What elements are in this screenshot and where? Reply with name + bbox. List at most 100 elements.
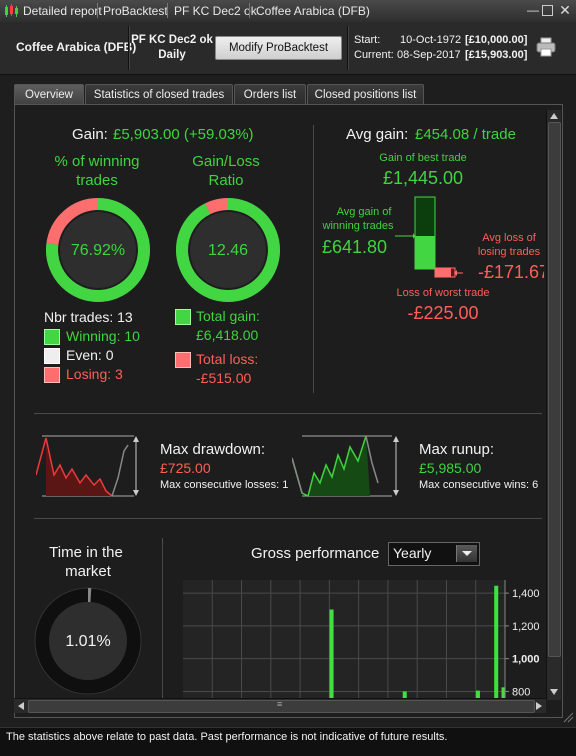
gross-performance-bar[interactable] <box>494 585 499 698</box>
gross-performance-label: Gross performance <box>251 545 380 562</box>
time-in-market-donut <box>34 587 142 695</box>
time-in-market-value: 1.01% <box>65 633 111 650</box>
y-tick-label: 1,000 <box>512 654 540 666</box>
max-drawdown-label: Max drawdown: <box>160 441 266 458</box>
winning-pct-title-2: trades <box>76 172 118 189</box>
max-runup-value: £5,985.00 <box>419 460 482 476</box>
separator-2 <box>34 518 542 519</box>
time-in-market-title-2: market <box>65 563 111 580</box>
y-tick-label: 800 <box>512 686 530 698</box>
section-divider <box>313 125 314 393</box>
chart-plot-area <box>183 580 505 698</box>
gain-loss-value: 12.46 <box>207 242 249 259</box>
best-trade-label: Gain of best trade <box>379 152 467 164</box>
gain-loss-title-2: Ratio <box>208 172 244 189</box>
total-loss-swatch <box>175 352 191 368</box>
instrument-name: Coffee Arabica (DFB) <box>16 40 137 54</box>
nbr-trades: Nbr trades: 13 <box>44 309 133 325</box>
gross-performance-bar[interactable] <box>501 687 506 698</box>
winning-pct-value: 76.92% <box>70 242 126 259</box>
y-tick-label: 1,400 <box>512 588 540 600</box>
avg-win-value: £641.80 <box>322 237 388 257</box>
avg-gain-label: Avg gain: <box>346 126 409 143</box>
avg-win-label-2: winning trades <box>322 220 394 232</box>
gain-loss-title: Gain/Loss <box>192 153 260 170</box>
candlestick-icon <box>5 4 18 17</box>
disclaimer-text: The statistics above relate to past data… <box>6 731 448 743</box>
separator-1 <box>34 413 542 414</box>
losing-count: Losing: 3 <box>66 366 123 382</box>
start-date: 10-Oct-1972 <box>400 34 462 46</box>
bottom-divider <box>162 538 163 698</box>
breadcrumb-probacktest[interactable]: ProBacktest <box>103 4 168 18</box>
max-runup-label: Max runup: <box>419 441 495 458</box>
total-loss-label: Total loss: <box>196 351 259 367</box>
chevron-down-icon[interactable] <box>456 545 477 562</box>
gain-label: Gain: <box>72 126 108 143</box>
avg-loss-clip: -£171.67 <box>478 262 544 286</box>
max-consecutive-wins: Max consecutive wins: 6 <box>419 479 539 491</box>
y-tick-label: 1,200 <box>512 621 540 633</box>
winning-pct-donut <box>46 198 150 302</box>
gain-loss-donut <box>176 198 280 302</box>
horizontal-scroll-thumb[interactable]: ≡ <box>28 699 535 713</box>
runup-chart <box>292 435 399 498</box>
winning-count: Winning: 10 <box>66 328 140 344</box>
losing-legend-swatch <box>44 367 60 383</box>
worst-trade-value: -£225.00 <box>407 303 479 323</box>
horizontal-scrollbar[interactable]: ≡ <box>14 698 546 713</box>
even-count: Even: 0 <box>66 347 114 363</box>
max-drawdown-value: £725.00 <box>160 460 211 476</box>
tab-overview[interactable]: Overview <box>14 84 84 106</box>
breadcrumb-system[interactable]: PF KC Dec2 ok <box>174 4 257 18</box>
footer-bar: The statistics above relate to past data… <box>0 727 576 756</box>
gross-performance-bar[interactable] <box>475 690 480 698</box>
breadcrumb-detailed-report[interactable]: Detailed report <box>23 4 102 18</box>
report-header: Coffee Arabica (DFB) PF KC Dec2 ok Daily… <box>0 22 576 75</box>
title-bar: Detailed report ProBacktest PF KC Dec2 o… <box>0 0 576 23</box>
tab-orders-list[interactable]: Orders list <box>234 84 306 105</box>
start-label: Start: <box>354 34 381 46</box>
gross-performance-chart: 1,400 1,200 1,000 800 <box>183 580 540 699</box>
time-in-market-title: Time in the <box>49 544 123 561</box>
tab-closed-positions-list[interactable]: Closed positions list <box>307 84 424 105</box>
best-trade-value: £1,445.00 <box>382 168 464 188</box>
avg-gain-value: £454.08 / trade <box>415 126 516 143</box>
vertical-scrollbar[interactable] <box>546 110 561 700</box>
gross-performance-bar[interactable] <box>329 609 334 699</box>
gross-performance-bar[interactable] <box>402 691 407 698</box>
avg-loss-label-2: losing trades <box>477 246 541 258</box>
total-gain-value: £6,418.00 <box>196 327 259 343</box>
minimize-icon[interactable]: — <box>527 3 539 17</box>
drawdown-chart <box>36 435 139 497</box>
modify-probacktest-button[interactable]: Modify ProBacktest <box>215 36 342 60</box>
period-select[interactable]: Yearly <box>388 542 480 566</box>
chart-grid <box>183 580 505 698</box>
winning-legend-swatch <box>44 329 60 345</box>
start-value: [£10,000.00] <box>465 34 528 46</box>
timeframe: Daily <box>158 49 186 61</box>
max-consecutive-losses: Max consecutive losses: 1 <box>160 479 289 491</box>
tab-statistics-closed-trades[interactable]: Statistics of closed trades <box>85 84 233 105</box>
period-select-value: Yearly <box>393 545 432 561</box>
system-name: PF KC Dec2 ok <box>131 34 213 46</box>
breadcrumb-instrument[interactable]: Coffee Arabica (DFB) <box>256 4 370 18</box>
avg-loss-label: Avg loss of <box>482 232 536 244</box>
total-gain-swatch <box>175 309 191 325</box>
vertical-scroll-thumb[interactable] <box>548 122 561 657</box>
total-gain-label: Total gain: <box>196 308 260 324</box>
current-date: 08-Sep-2017 <box>397 49 461 61</box>
gain-value: £5,903.00 (+59.03%) <box>113 126 254 143</box>
total-loss-value: -£515.00 <box>196 370 252 386</box>
winning-pct-title: % of winning <box>54 153 140 170</box>
restore-icon[interactable] <box>542 5 553 16</box>
avg-loss-value: -£171.67 <box>478 262 544 282</box>
current-label: Current: <box>354 49 394 61</box>
current-value: [£15,903.00] <box>465 49 528 61</box>
printer-icon[interactable] <box>536 37 556 57</box>
avg-win-label: Avg gain of <box>336 206 392 218</box>
resize-grip-icon[interactable] <box>562 710 574 724</box>
close-icon[interactable]: ✕ <box>559 2 571 18</box>
worst-trade-label: Loss of worst trade <box>396 287 490 299</box>
even-legend-swatch <box>44 348 60 364</box>
